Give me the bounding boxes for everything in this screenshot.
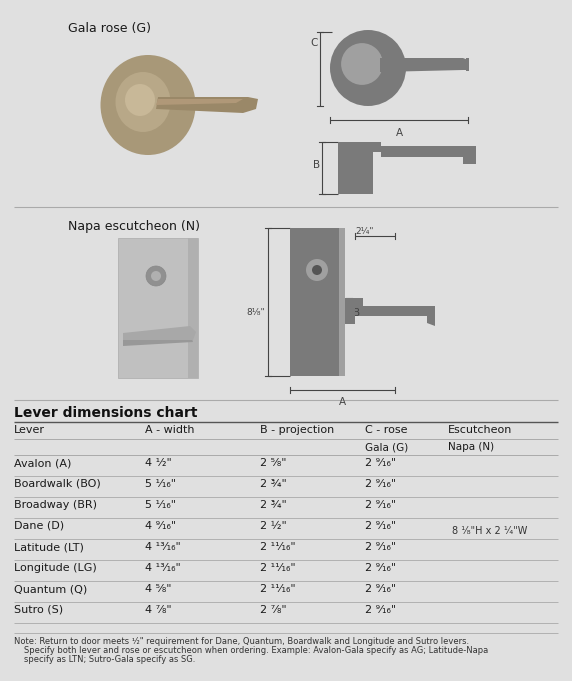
Text: 4 ¹³⁄₁₆": 4 ¹³⁄₁₆"	[145, 563, 181, 573]
Text: 4 ⁵⁄₈": 4 ⁵⁄₈"	[145, 584, 172, 594]
Bar	[118, 238, 198, 378]
Text: Latitude (LT): Latitude (LT)	[14, 542, 84, 552]
Bar	[188, 238, 198, 378]
Circle shape	[306, 259, 328, 281]
Text: Sutro (S): Sutro (S)	[14, 605, 63, 615]
Text: 2 ⁹⁄₁₆": 2 ⁹⁄₁₆"	[365, 563, 396, 573]
Text: Longitude (LG): Longitude (LG)	[14, 563, 97, 573]
Text: Escutcheon: Escutcheon	[448, 425, 513, 435]
Polygon shape	[123, 326, 196, 340]
Text: 4 ¹⁄₂": 4 ¹⁄₂"	[145, 458, 172, 468]
Text: Lever: Lever	[14, 425, 45, 435]
Text: 2 ⁹⁄₁₆": 2 ⁹⁄₁₆"	[365, 521, 396, 531]
Polygon shape	[123, 333, 193, 346]
Text: 2¹⁄₄": 2¹⁄₄"	[355, 227, 374, 236]
Text: 5 ¹⁄₁₆": 5 ¹⁄₁₆"	[145, 479, 176, 489]
Text: 2 ⁹⁄₁₆": 2 ⁹⁄₁₆"	[365, 605, 396, 615]
Text: 2 ¾": 2 ¾"	[260, 500, 287, 510]
Text: Quantum (Q): Quantum (Q)	[14, 584, 88, 594]
Polygon shape	[380, 58, 468, 72]
Text: A - width: A - width	[145, 425, 194, 435]
Text: 2 ¹¹⁄₁₆": 2 ¹¹⁄₁₆"	[260, 563, 296, 573]
Polygon shape	[427, 306, 435, 326]
Text: Dane (D): Dane (D)	[14, 521, 64, 531]
Polygon shape	[156, 97, 258, 113]
Bar	[381, 146, 466, 157]
Text: B - projection: B - projection	[260, 425, 334, 435]
Ellipse shape	[125, 84, 155, 116]
Text: 2 ½": 2 ½"	[260, 521, 287, 531]
Circle shape	[341, 43, 383, 85]
Text: 5 ¹⁄₁₆": 5 ¹⁄₁₆"	[145, 500, 176, 510]
Text: Gala (G): Gala (G)	[365, 442, 408, 452]
Bar	[338, 142, 373, 194]
Text: 2 ⁵⁄₈": 2 ⁵⁄₈"	[260, 458, 287, 468]
Text: Lever dimensions chart: Lever dimensions chart	[14, 406, 197, 420]
Bar	[355, 306, 430, 316]
Polygon shape	[156, 99, 243, 105]
Bar	[338, 142, 381, 152]
Text: Note: Return to door meets ¹⁄₂" requirement for Dane, Quantum, Boardwalk and Lon: Note: Return to door meets ¹⁄₂" requirem…	[14, 637, 469, 646]
Text: 2 ¹¹⁄₁₆": 2 ¹¹⁄₁₆"	[260, 584, 296, 594]
Text: 8 ¹⁄₈"H x 2 ¹⁄₄"W: 8 ¹⁄₈"H x 2 ¹⁄₄"W	[452, 526, 527, 536]
Circle shape	[151, 271, 161, 281]
Text: Boardwalk (BO): Boardwalk (BO)	[14, 479, 101, 489]
Text: 2 ⁷⁄₈": 2 ⁷⁄₈"	[260, 605, 287, 615]
Ellipse shape	[101, 55, 196, 155]
Circle shape	[330, 30, 406, 106]
Text: B: B	[353, 308, 360, 318]
Bar	[345, 298, 363, 306]
Text: 4 ¹³⁄₁₆": 4 ¹³⁄₁₆"	[145, 542, 181, 552]
Text: Broadway (BR): Broadway (BR)	[14, 500, 97, 510]
Text: B: B	[313, 160, 320, 170]
Text: 4 ⁷⁄₈": 4 ⁷⁄₈"	[145, 605, 172, 615]
Text: Avalon (A): Avalon (A)	[14, 458, 72, 468]
Circle shape	[312, 265, 322, 275]
Bar	[339, 228, 345, 376]
Circle shape	[146, 266, 166, 286]
Text: 2 ¹¹⁄₁₆": 2 ¹¹⁄₁₆"	[260, 542, 296, 552]
Ellipse shape	[116, 72, 170, 132]
Text: A: A	[339, 397, 345, 407]
Bar	[290, 228, 345, 376]
Text: specify as LTN; Sutro-Gala specify as SG.: specify as LTN; Sutro-Gala specify as SG…	[24, 655, 196, 664]
Text: 4 ⁹⁄₁₆": 4 ⁹⁄₁₆"	[145, 521, 176, 531]
Text: 2 ⁹⁄₁₆": 2 ⁹⁄₁₆"	[365, 479, 396, 489]
Bar	[466, 58, 469, 71]
Bar	[345, 302, 355, 324]
Text: 2 ⁹⁄₁₆": 2 ⁹⁄₁₆"	[365, 500, 396, 510]
Text: C: C	[311, 38, 318, 48]
Text: C - rose: C - rose	[365, 425, 407, 435]
Text: 8¹⁄₈": 8¹⁄₈"	[247, 308, 265, 317]
Text: Napa (N): Napa (N)	[448, 442, 494, 452]
Text: Specify both lever and rose or escutcheon when ordering. Example: Avalon-Gala sp: Specify both lever and rose or escutcheo…	[24, 646, 488, 655]
Polygon shape	[463, 146, 476, 164]
Text: 2 ⁹⁄₁₆": 2 ⁹⁄₁₆"	[365, 542, 396, 552]
Text: 2 ⁹⁄₁₆": 2 ⁹⁄₁₆"	[365, 584, 396, 594]
Text: 2 ¾": 2 ¾"	[260, 479, 287, 489]
Text: Gala rose (G): Gala rose (G)	[68, 22, 151, 35]
Text: A: A	[395, 128, 403, 138]
Text: 2 ⁹⁄₁₆": 2 ⁹⁄₁₆"	[365, 458, 396, 468]
Text: Napa escutcheon (N): Napa escutcheon (N)	[68, 220, 200, 233]
